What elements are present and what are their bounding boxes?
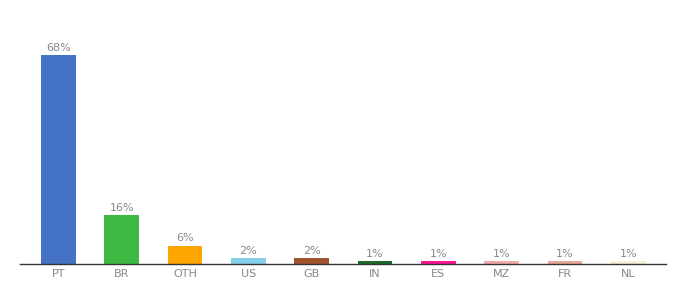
Bar [484,261,519,264]
Bar [358,261,392,264]
Bar [41,55,75,264]
Text: 6%: 6% [176,233,194,243]
Text: 1%: 1% [556,249,574,259]
Text: 1%: 1% [430,249,447,259]
Bar [421,261,456,264]
Text: 68%: 68% [46,43,71,52]
Bar [168,245,203,264]
Bar [231,258,266,264]
Text: 2%: 2% [239,246,257,256]
Text: 16%: 16% [109,202,134,213]
Bar [547,261,583,264]
Bar [611,261,646,264]
Bar [104,215,139,264]
Text: 1%: 1% [493,249,511,259]
Text: 1%: 1% [367,249,384,259]
Bar [294,258,329,264]
Text: 1%: 1% [619,249,637,259]
Text: 2%: 2% [303,246,320,256]
